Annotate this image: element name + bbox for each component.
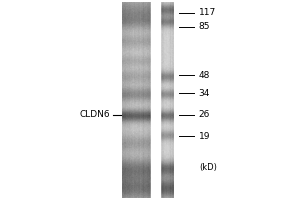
- Text: 26: 26: [199, 110, 210, 119]
- Text: 85: 85: [199, 22, 210, 31]
- Text: 19: 19: [199, 132, 210, 141]
- Text: CLDN6: CLDN6: [80, 110, 110, 119]
- Text: 117: 117: [199, 8, 216, 17]
- Text: 34: 34: [199, 89, 210, 98]
- Text: (kD): (kD): [199, 163, 217, 172]
- Text: 48: 48: [199, 71, 210, 80]
